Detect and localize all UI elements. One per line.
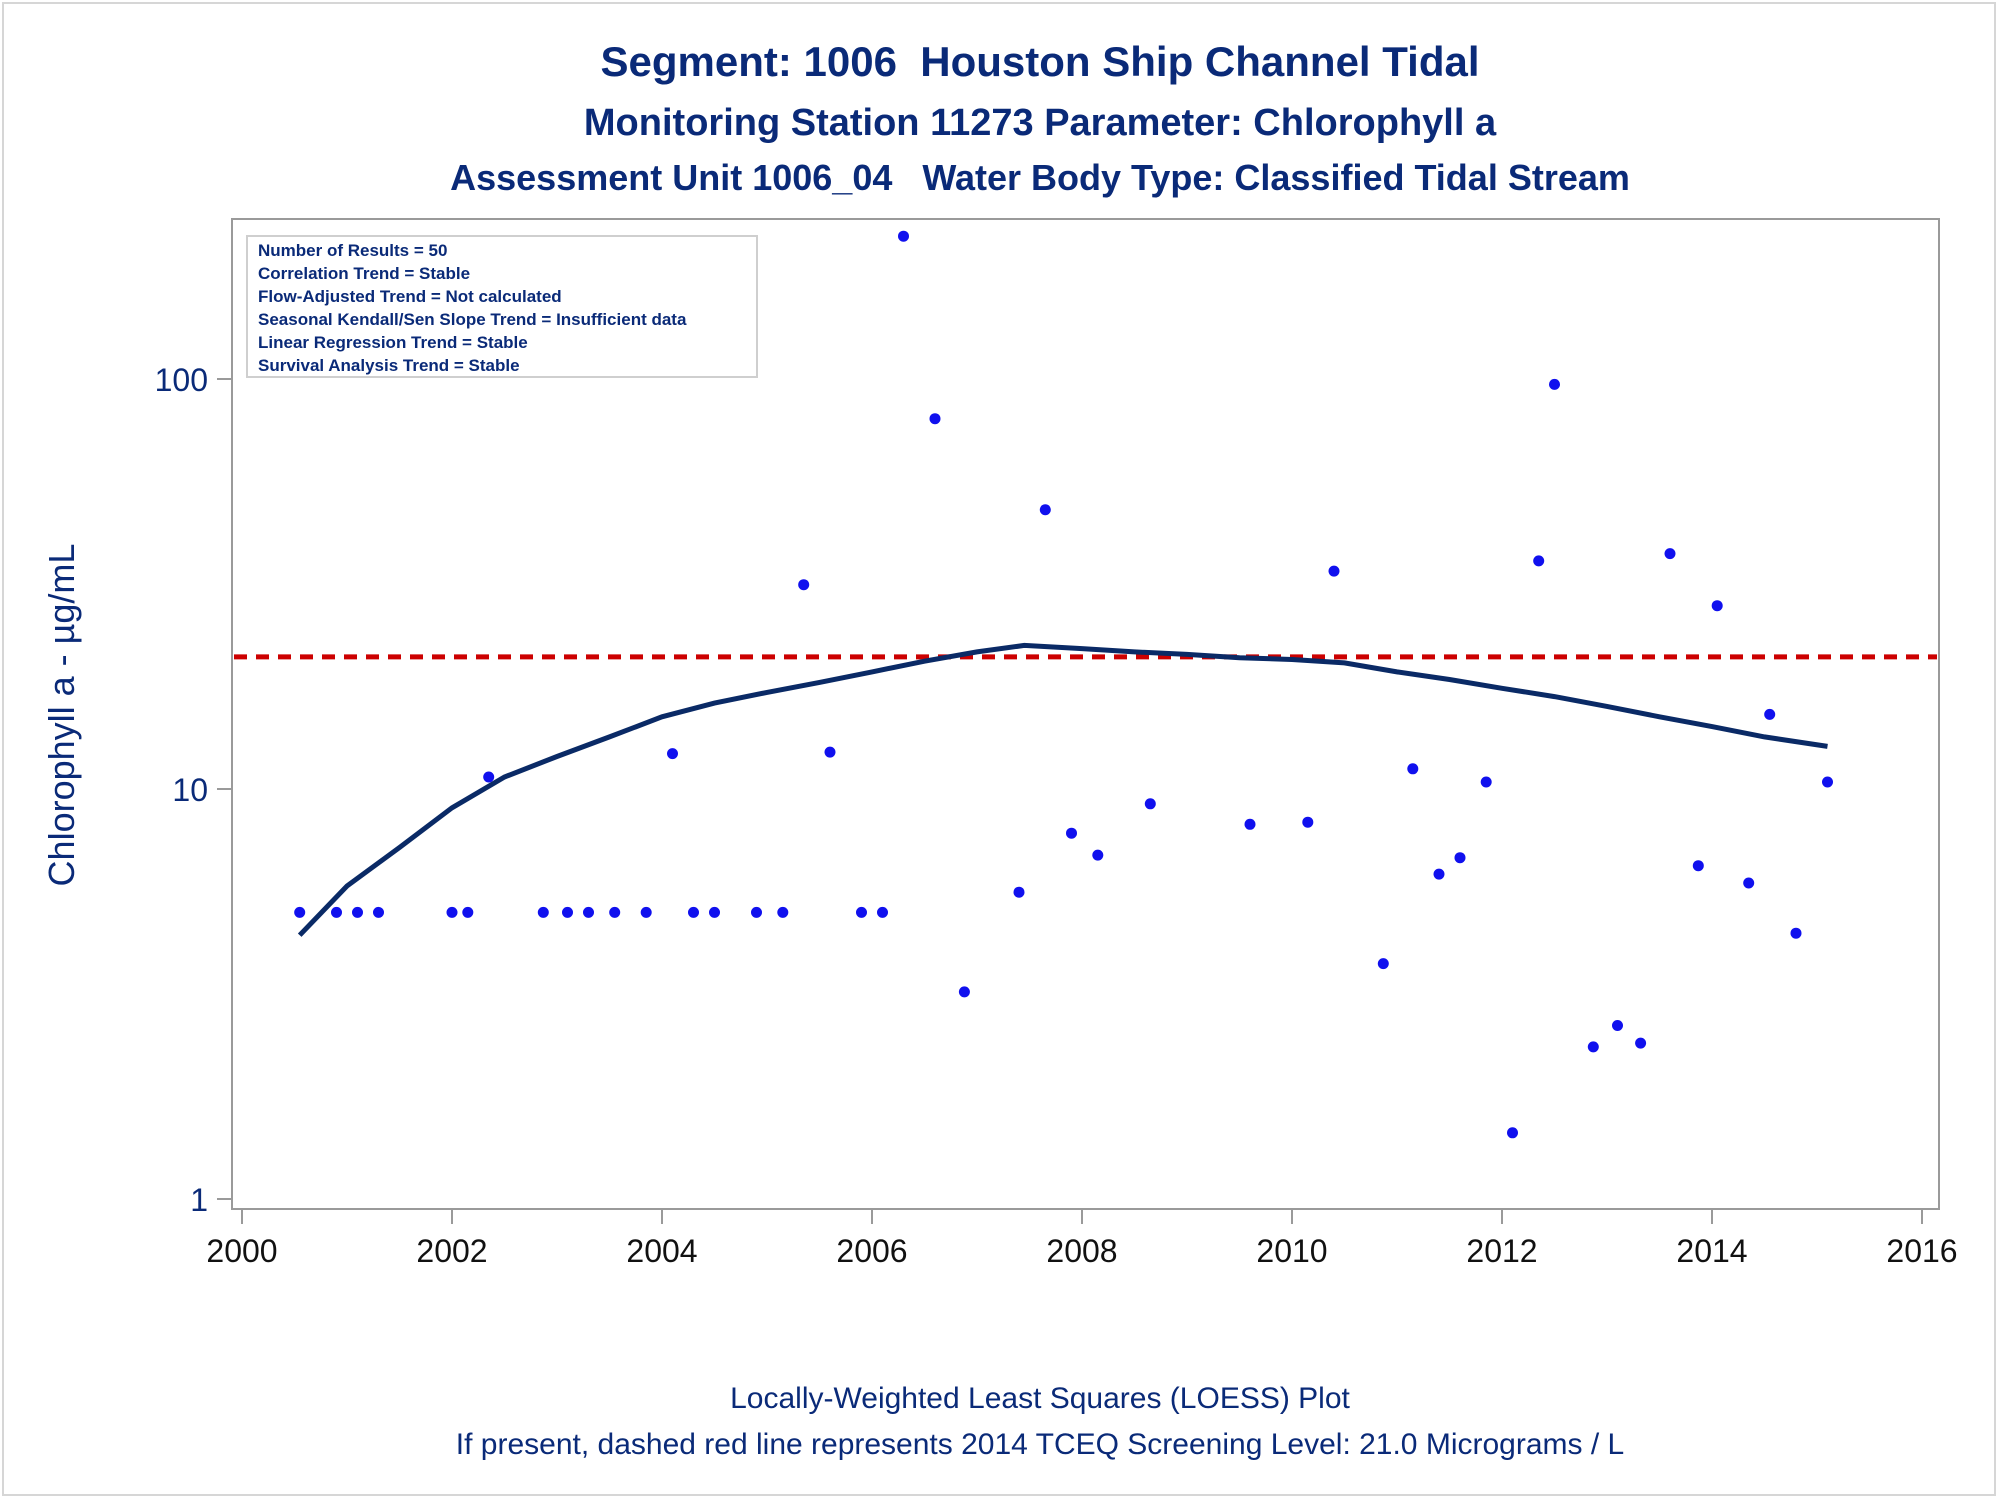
data-point [1092,849,1104,861]
data-point [1743,877,1755,889]
data-point [777,906,789,918]
y-tick-label: 1 [190,1182,208,1218]
stats-inset-line: Linear Regression Trend = Stable [258,333,528,352]
data-point [1549,378,1560,390]
footnote-1: Locally-Weighted Least Squares (LOESS) P… [730,1382,1350,1415]
data-point [667,748,678,760]
data-point [1144,798,1156,810]
data-point [331,906,342,918]
x-tick-label: 2016 [1886,1233,1957,1269]
stats-inset: Number of Results = 50 Correlation Trend … [246,235,758,378]
data-point [446,906,458,918]
data-point [462,906,474,918]
stats-inset-line: Survival Analysis Trend = Stable [258,356,520,375]
data-point [688,906,699,918]
data-point [1013,886,1025,898]
data-point [1692,860,1704,872]
footnote-2: If present, dashed red line represents 2… [455,1428,1625,1461]
y-tick-label: 10 [172,772,208,808]
data-point [294,906,306,918]
data-point [1664,548,1676,560]
stats-inset-box [246,235,758,378]
chart-subtitle: Monitoring Station 11273 Parameter: Chlo… [583,102,1497,144]
data-point [856,906,867,918]
data-point [929,413,941,425]
data-point [483,771,495,783]
x-tick-label: 2004 [626,1233,697,1269]
stats-inset-line: Seasonal Kendall/Sen Slope Trend = Insuf… [258,310,687,329]
data-point [877,906,888,918]
data-point [583,906,594,918]
data-point [824,746,836,758]
data-point [1587,1041,1599,1053]
data-point [1328,565,1340,577]
x-tick-label: 2008 [1046,1233,1117,1269]
data-point [1066,827,1077,839]
data-point [373,906,384,918]
data-point [1507,1127,1518,1139]
data-point [898,230,909,242]
data-point [1612,1020,1623,1031]
data-point [1377,958,1389,970]
x-tick-label: 2006 [836,1233,907,1269]
chart-title: Segment: 1006 Houston Ship Channel Tidal [600,38,1480,85]
data-point [562,906,573,918]
x-tick-label: 2000 [206,1233,277,1269]
data-point [751,906,762,918]
data-points [294,230,1833,1139]
y-axis-label: Chlorophyll a - µg/mL [41,544,82,887]
data-point [1407,763,1419,775]
data-point [1764,708,1776,720]
data-point [1635,1037,1647,1049]
loess-curve [297,642,1828,937]
stats-inset-line: Flow-Adjusted Trend = Not calculated [258,287,562,306]
x-tick-label: 2002 [416,1233,487,1269]
x-tick-label: 2012 [1466,1233,1537,1269]
data-point [609,906,621,918]
data-point [1822,776,1833,788]
data-point [1711,600,1723,612]
data-point [640,906,652,918]
x-tick-label: 2010 [1256,1233,1327,1269]
x-tick-label: 2014 [1676,1233,1747,1269]
data-point [958,986,970,998]
data-point [537,906,549,918]
plot-area [231,218,1940,1210]
stats-inset-line: Correlation Trend = Stable [258,264,470,283]
data-point [709,906,720,918]
stats-inset-line: Number of Results = 50 [258,241,447,260]
data-point [798,579,810,591]
data-point [1244,818,1256,830]
x-axis: 2000 2002 2004 2006 2008 2010 2012 2014 2016 [206,1209,1958,1269]
data-point [1533,555,1545,567]
y-axis: 1 10 100 [155,362,232,1218]
y-tick-label: 100 [155,362,208,398]
data-point [1039,504,1051,516]
chart-subtitle-2: Assessment Unit 1006_04 Water Body Type:… [450,157,1630,198]
data-point [1480,776,1492,788]
data-point [1454,852,1466,864]
data-point [352,906,363,918]
data-point [1302,816,1314,828]
data-point [1790,927,1802,939]
data-point [1433,868,1445,880]
